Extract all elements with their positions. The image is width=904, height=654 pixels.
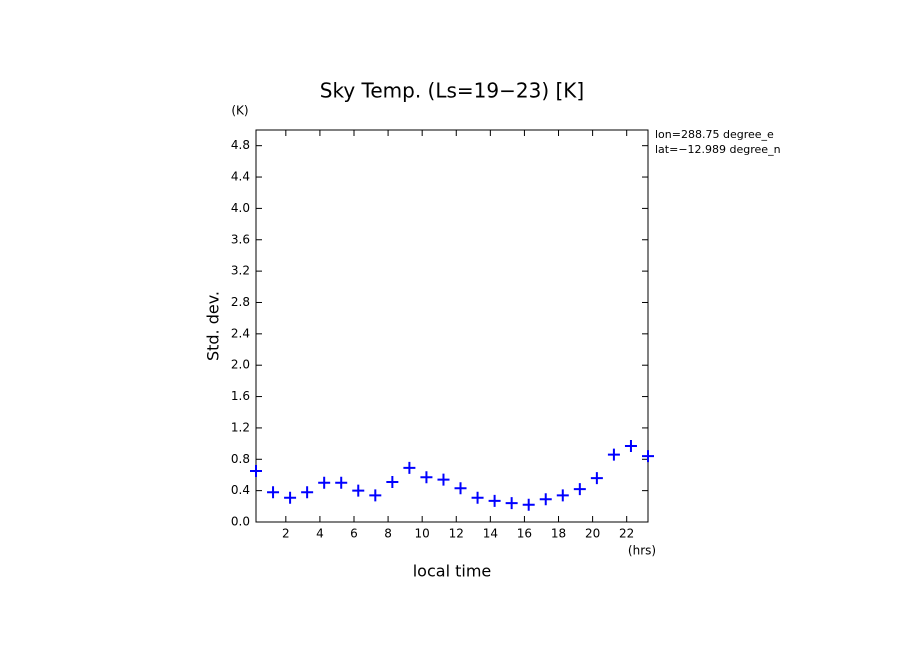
y-tick-label: 0.0 [231,515,250,529]
x-unit: (hrs) [628,544,656,558]
point [539,493,552,506]
plot-frame [255,129,649,523]
y-tick-label: 4.4 [231,170,250,184]
y-tick-label: 4.8 [231,138,250,152]
point [386,476,399,489]
y-tick-label: 1.6 [231,389,250,403]
point [318,476,331,489]
point [556,489,569,502]
y-tick-label: 2.8 [231,295,250,309]
point [488,494,501,507]
point [505,497,518,510]
x-tick-label: 22 [619,527,634,541]
point [403,461,416,474]
point [454,482,467,495]
point [369,489,382,502]
x-tick-label: 10 [415,527,430,541]
y-tick-label: 3.2 [231,264,250,278]
x-axis-label: local time [413,562,492,581]
y-unit: (K) [231,104,248,118]
point [642,450,654,463]
x-tick-label: 14 [483,527,498,541]
x-tick-label: 12 [449,527,464,541]
x-tick-label: 2 [282,527,290,541]
point [352,484,365,497]
x-tick-label: 8 [384,527,392,541]
x-tick-label: 6 [350,527,358,541]
annotation: lat=−12.989 degree_n [655,143,781,156]
point [522,498,535,511]
point [471,491,484,504]
point [573,483,586,496]
y-tick-label: 1.2 [231,420,250,434]
point [335,476,348,489]
point [590,472,603,485]
point [420,471,433,484]
y-tick-label: 2.4 [231,326,250,340]
x-tick-label: 16 [517,527,532,541]
point [267,486,280,499]
annotation: lon=288.75 degree_e [655,128,774,141]
y-tick-label: 0.8 [231,452,250,466]
y-axis-label: Std. dev. [204,291,223,361]
point [437,473,450,486]
y-tick-label: 4.0 [231,201,250,215]
point [250,465,262,478]
point [284,491,297,504]
y-tick-label: 3.6 [231,232,250,246]
y-tick-label: 0.4 [231,483,250,497]
point [301,486,314,499]
y-tick-label: 2.0 [231,358,250,372]
annotations: lon=288.75 degree_e lat=−12.989 degree_n [655,128,781,156]
x-tick-label: 20 [585,527,600,541]
x-tick-label: 4 [316,527,324,541]
x-tick-label: 18 [551,527,566,541]
point [607,448,620,461]
chart-title: Sky Temp. (Ls=19−23) [K] [320,79,584,103]
point [624,439,637,452]
